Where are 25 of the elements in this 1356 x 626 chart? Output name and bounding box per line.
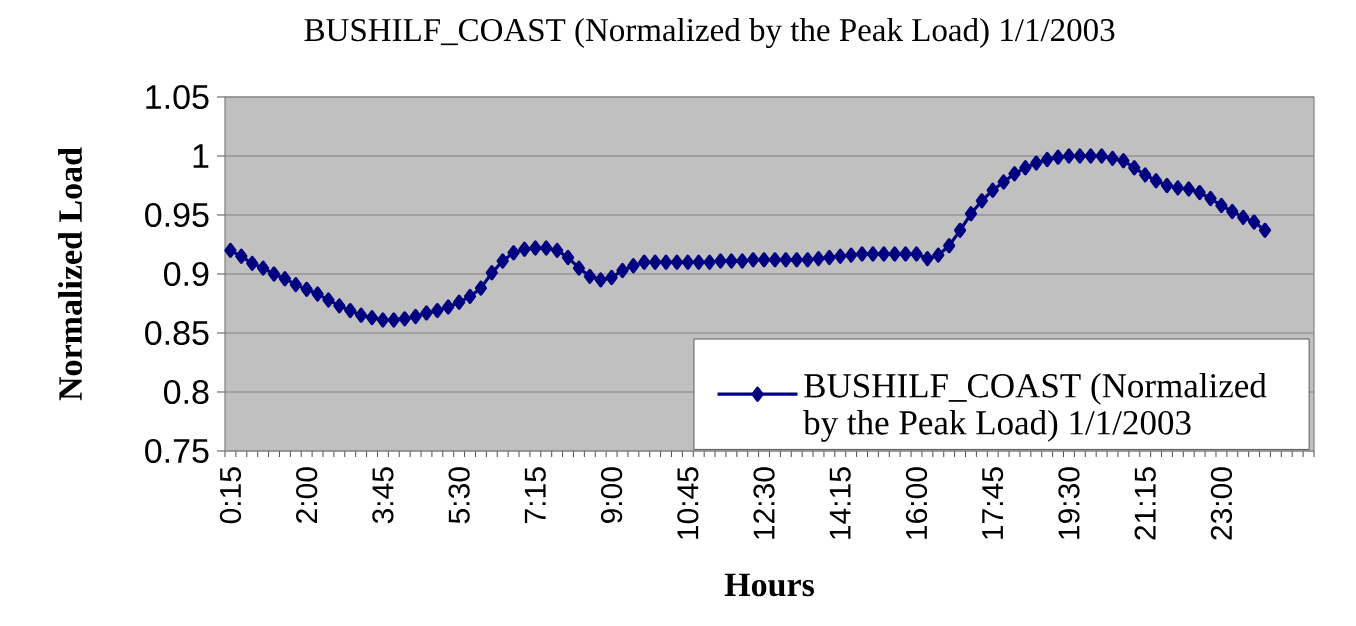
y-tick-label: 0.8 — [163, 379, 209, 405]
x-tick-label: 14:15 — [829, 467, 851, 539]
x-tick-label: 17:45 — [982, 467, 1004, 539]
x-tick-label: 19:30 — [1058, 467, 1080, 539]
x-tick-label: 5:30 — [448, 467, 470, 524]
y-tick-label: 0.9 — [163, 261, 209, 287]
x-axis-title: Hours — [724, 573, 814, 597]
y-tick-label: 1 — [193, 144, 209, 168]
x-tick-label: 21:15 — [1134, 467, 1156, 540]
y-axis-title: Normalized Load — [58, 147, 83, 401]
x-tick-label: 2:00 — [296, 467, 318, 523]
x-tick-label: 12:30 — [753, 467, 775, 539]
x-tick-label: 10:45 — [677, 467, 699, 539]
x-tick-label: 23:00 — [1210, 467, 1233, 540]
x-tick-label: 16:00 — [905, 467, 928, 539]
x-tick-label: 7:15 — [524, 467, 546, 523]
y-tick-label: 0.75 — [145, 438, 209, 464]
y-tick-label: 0.95 — [145, 202, 209, 228]
x-tick-label: 9:00 — [600, 467, 623, 524]
legend-label: BUSHILF_COAST (Normalized by the Peak Load) 1/1/2003 — [803, 373, 1267, 442]
x-tick-label: 3:45 — [372, 467, 394, 524]
x-tick-label: 0:15 — [219, 467, 242, 524]
y-tick-label: 0.85 — [145, 320, 209, 346]
chart-title: BUSHILF_COAST (Normalized by the Peak Load) 1/1/2003 — [304, 17, 1115, 48]
y-tick-label: 1.05 — [146, 84, 209, 110]
